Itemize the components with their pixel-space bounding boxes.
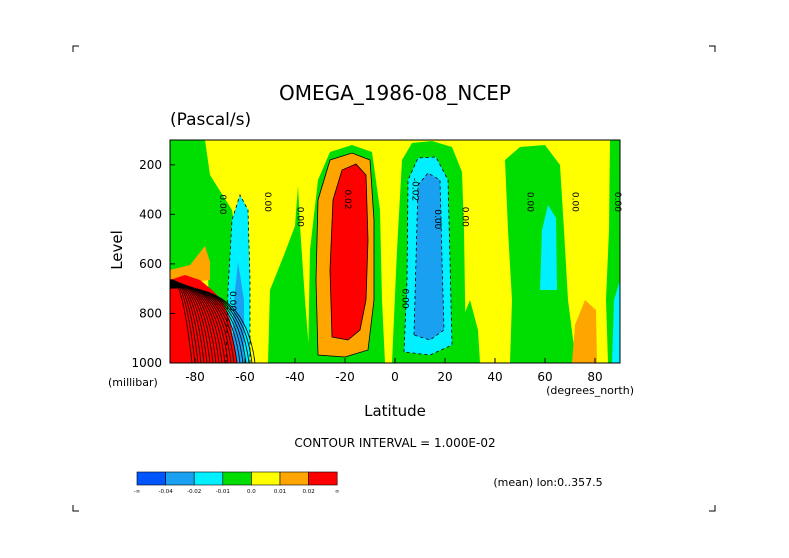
colorbar-label: 0.0 [247, 489, 256, 495]
green-region-north-lower [460, 300, 480, 363]
orange-region-west-mid [170, 246, 210, 285]
contour-field [170, 140, 620, 363]
colorbar: -∞ -0.04 -0.02 -0.01 0.0 0.01 0.02 ∞ [134, 471, 340, 495]
contour-interval-text: CONTOUR INTERVAL = 1.000E-02 [294, 436, 495, 450]
x-tick-label: 60 [537, 370, 552, 384]
x-axis-units: (degrees_north) [546, 384, 634, 397]
x-tick-label: -60 [235, 370, 255, 384]
colorbar-swatch [222, 471, 252, 486]
x-axis: -80 -60 -40 -20 0 20 40 60 80 [185, 358, 603, 384]
orange-region-north-low [572, 300, 597, 363]
contour-labels: 0.00 0.00 0.00 0.02 -0.02 0.00 0.00 0.00 0.00 0.0… [217, 178, 622, 311]
cyan-region-far-north-low [612, 280, 620, 363]
colorbar-label: -∞ [134, 489, 141, 495]
cyan-region-north-mid [540, 205, 557, 290]
crop-marks [72, 45, 716, 512]
y-axis-label: Level [108, 230, 126, 270]
contour-line-cyan-sw [225, 193, 251, 363]
contour-lines [225, 152, 453, 363]
x-axis-label: Latitude [364, 402, 426, 420]
red-region-antarctic [170, 275, 237, 363]
colorbar-swatch [251, 471, 281, 486]
x-tick-label: -20 [335, 370, 355, 384]
colorbar-label: ∞ [335, 489, 340, 495]
y-axis-units: (millibar) [108, 376, 158, 389]
y-tick-label: 400 [139, 207, 162, 221]
contour-value-label: 0.00 [612, 192, 622, 212]
contour-line-red [329, 163, 369, 341]
x-tick-label: -40 [285, 370, 305, 384]
units-label: (Pascal/s) [170, 110, 251, 130]
colorbar-label: -0.04 [158, 489, 173, 495]
colorbar-swatch [165, 471, 195, 486]
colorbar-label: -0.01 [216, 489, 230, 495]
x-tick-label: 0 [391, 370, 399, 384]
contour-line-orange [315, 152, 375, 358]
contour-value-label: 0.02 [342, 189, 352, 209]
chart-title: OMEGA_1986-08_NCEP [279, 81, 511, 105]
contour-value-label: 0.00 [227, 291, 237, 311]
contour-line-cyan-equatorial [403, 156, 453, 356]
contour-value-label: 0.00 [262, 192, 272, 212]
contour-value-label: 0.00 [295, 207, 305, 227]
y-axis: 200 400 600 800 1000 [131, 158, 175, 370]
contour-value-label: 0.00 [400, 289, 410, 309]
red-region-south-subtropic [330, 164, 368, 340]
contour-value-label: 0.00 [460, 207, 470, 227]
colorbar-swatch [279, 471, 309, 486]
contour-value-label: -0.02 [410, 178, 420, 201]
colorbar-label: 0.01 [274, 489, 286, 495]
green-region-north-midlat [505, 145, 576, 363]
x-tick-label: 20 [437, 370, 452, 384]
colorbar-swatch [193, 471, 224, 486]
colorbar-label: 0.02 [302, 489, 314, 495]
contour-value-label: 0.00 [525, 192, 535, 212]
colorbar-label: -0.02 [187, 489, 201, 495]
colorbar-swatch [136, 471, 166, 486]
y-tick-label: 1000 [131, 356, 162, 370]
x-tick-label: -80 [185, 370, 205, 384]
x-tick-label: 40 [487, 370, 502, 384]
contour-value-label: 0.00 [217, 194, 227, 214]
x-tick-label: 80 [587, 370, 602, 384]
y-tick-label: 800 [139, 306, 162, 320]
y-tick-label: 600 [139, 257, 162, 271]
mean-lon-text: (mean) lon:0..357.5 [493, 476, 602, 489]
contour-value-label: 0.00 [432, 209, 442, 229]
antarctic-contour-line [170, 287, 256, 363]
green-region-south-midlat [268, 186, 310, 363]
y-tick-label: 200 [139, 158, 162, 172]
contour-value-label: 0.00 [570, 192, 580, 212]
blue-region-equatorial [414, 173, 444, 340]
antarctic-contour-lines [170, 279, 256, 363]
colorbar-swatch [308, 471, 338, 486]
